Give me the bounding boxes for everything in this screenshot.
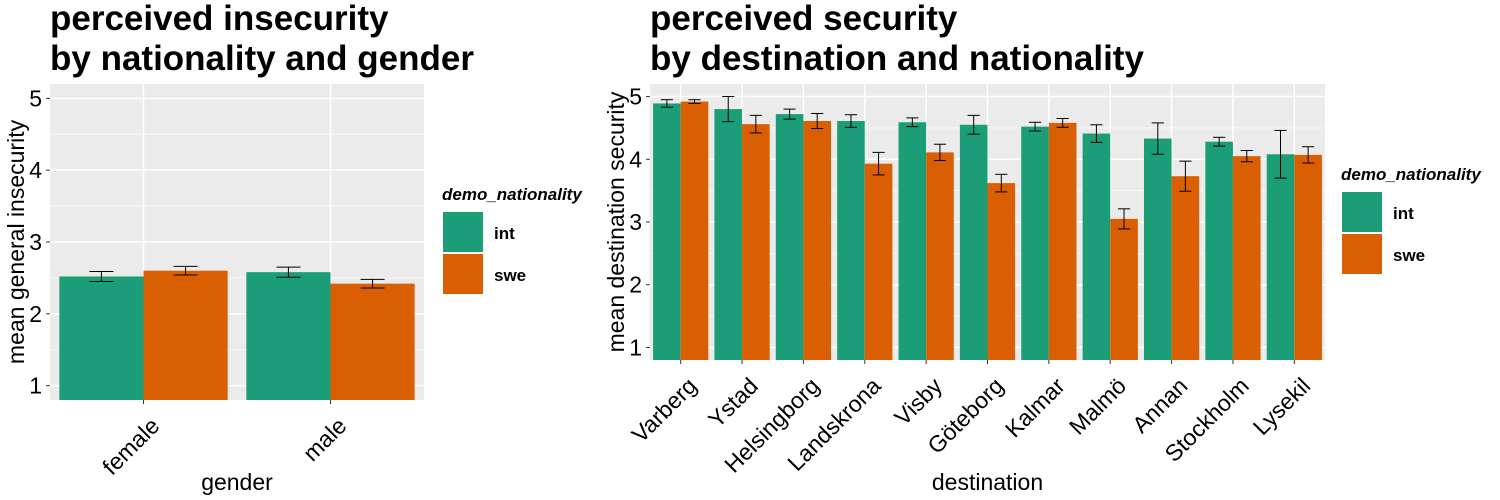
y-axis-title: mean general insecurity <box>3 119 29 364</box>
bar-swe-Varberg <box>680 101 709 361</box>
bar-int-Malmö <box>1082 133 1111 360</box>
errorbar-swe-Göteborg <box>995 173 1008 193</box>
errorbar-int-Lysekil <box>1274 129 1287 179</box>
bar-swe-Ystad <box>742 124 770 361</box>
legend-key-int <box>443 212 483 252</box>
x-axis-title: destination <box>932 469 1043 495</box>
errorbar-int-Visby <box>906 117 919 128</box>
errorbar-swe-Malmö <box>1117 208 1131 230</box>
errorbar-int-Kalmar <box>1028 121 1042 132</box>
errorbar-int-female <box>89 270 114 282</box>
x-tick-label-Kalmar: Kalmar <box>1000 372 1070 442</box>
chart-title-line-1: perceived insecurity <box>50 0 389 38</box>
errorbar-swe-female <box>173 265 198 276</box>
legend-title: demo_nationality <box>442 185 583 204</box>
bar-swe-Landskrona <box>864 163 893 360</box>
y-tick-label: 5 <box>29 85 42 111</box>
y-tick-label: 4 <box>29 157 42 183</box>
bar-int-Annan <box>1143 138 1172 360</box>
x-axis-title: gender <box>201 469 273 495</box>
errorbar-int-male <box>276 266 301 278</box>
bar-int-Helsingborg <box>775 114 804 360</box>
bar-int-Visby <box>898 122 927 360</box>
bar-swe-Lysekil <box>1294 154 1322 360</box>
bar-int-Kalmar <box>1021 126 1049 361</box>
x-tick-label-male: male <box>298 413 352 467</box>
bar-swe-Annan <box>1171 176 1200 360</box>
x-tick-label-Varberg: Varberg <box>627 373 702 448</box>
bar-int-Lysekil <box>1266 154 1295 360</box>
errorbar-int-Landskrona <box>844 114 858 128</box>
errorbar-swe-Stockholm <box>1240 149 1253 163</box>
bar-swe-female <box>143 270 228 400</box>
y-tick-label: 5 <box>629 84 642 110</box>
errorbar-int-Stockholm <box>1213 136 1226 147</box>
legend-title: demo_nationality <box>1341 165 1482 184</box>
errorbar-swe-Annan <box>1179 160 1192 192</box>
errorbar-int-Malmö <box>1090 124 1103 143</box>
bar-swe-Helsingborg <box>803 121 832 360</box>
bar-swe-Göteborg <box>987 183 1016 360</box>
errorbar-int-Ystad <box>722 96 735 123</box>
legend-label-int: int <box>1393 204 1414 223</box>
bar-int-female <box>59 276 144 400</box>
errorbar-swe-Visby <box>933 143 947 162</box>
y-tick-label: 1 <box>629 334 642 360</box>
y-tick-label: 3 <box>629 209 642 235</box>
errorbar-swe-Lysekil <box>1302 146 1315 164</box>
chart-title-line-2: by destination and nationality <box>650 39 1144 78</box>
errorbar-int-Helsingborg <box>783 108 796 120</box>
bar-swe-Visby <box>926 152 954 360</box>
y-tick-label: 2 <box>29 301 42 327</box>
y-tick-label: 1 <box>29 373 42 399</box>
y-axis-title: mean destination security <box>603 91 629 352</box>
y-tick-label: 3 <box>29 229 42 255</box>
legend-label-swe: swe <box>1393 246 1425 265</box>
errorbar-swe-Landskrona <box>872 151 885 176</box>
errorbar-swe-Varberg <box>688 99 701 104</box>
x-tick-label-Malmö: Malmö <box>1064 373 1131 440</box>
x-tick-label-Visby: Visby <box>889 372 947 430</box>
bar-swe-Malmö <box>1110 218 1138 360</box>
bar-int-Varberg <box>653 103 681 360</box>
bar-swe-Kalmar <box>1048 122 1077 361</box>
x-tick-label-female: female <box>97 413 164 480</box>
errorbar-swe-male <box>360 278 385 289</box>
errorbar-int-Annan <box>1151 122 1164 155</box>
bar-int-Landskrona <box>837 121 865 360</box>
chart-title-line-2: by nationality and gender <box>50 39 474 78</box>
legend-key-int <box>1342 192 1382 232</box>
bar-swe-male <box>330 283 415 400</box>
legend-key-swe <box>1342 234 1382 274</box>
bar-int-male <box>246 272 331 400</box>
chart-title-line-1: perceived security <box>650 0 958 38</box>
bar-int-Ystad <box>714 109 743 360</box>
errorbar-swe-Ystad <box>749 114 762 134</box>
errorbar-swe-Kalmar <box>1056 118 1069 128</box>
legend-key-swe <box>443 254 483 294</box>
bar-swe-Stockholm <box>1232 156 1261 360</box>
errorbar-int-Varberg <box>660 99 673 108</box>
bar-int-Stockholm <box>1205 141 1233 360</box>
x-tick-label-Lysekil: Lysekil <box>1248 373 1315 440</box>
errorbar-int-Göteborg <box>967 114 980 135</box>
y-tick-label: 4 <box>629 146 642 172</box>
errorbar-swe-Helsingborg <box>811 112 824 130</box>
y-tick-label: 2 <box>629 272 642 298</box>
legend-label-swe: swe <box>494 266 526 285</box>
legend-label-int: int <box>494 224 515 243</box>
bar-int-Göteborg <box>959 124 988 360</box>
